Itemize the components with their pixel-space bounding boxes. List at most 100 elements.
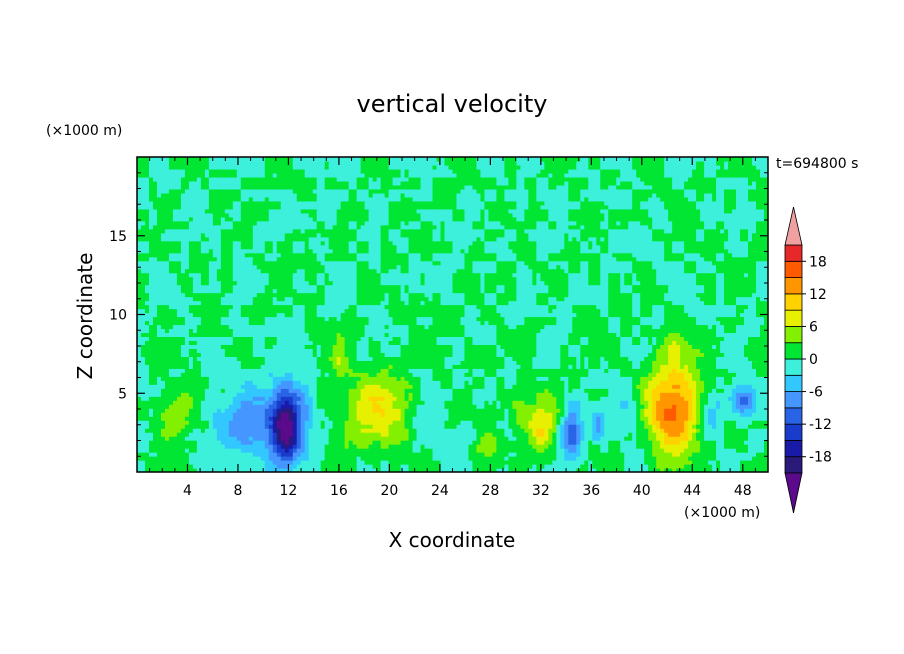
field-cell [208, 164, 214, 170]
field-cell [260, 328, 266, 334]
field-cell [164, 176, 170, 182]
field-cell [376, 344, 382, 349]
field-cell [244, 296, 250, 302]
field-cell [324, 308, 330, 314]
field-cell [316, 432, 322, 437]
field-cell [204, 236, 210, 242]
field-cell [236, 400, 242, 405]
field-cell [180, 332, 186, 338]
field-cell [308, 396, 314, 401]
field-cell [232, 244, 238, 250]
field-cell [336, 356, 342, 361]
field-cell [180, 400, 186, 405]
field-cell [264, 220, 270, 226]
field-cell [296, 276, 302, 282]
field-cell [160, 160, 166, 166]
field-cell [152, 344, 158, 349]
field-cell [256, 232, 262, 238]
field-cell [344, 392, 350, 397]
field-cell [140, 412, 146, 417]
field-cell [184, 380, 190, 385]
field-cell [304, 364, 310, 369]
field-cell [296, 340, 302, 346]
field-cell [384, 196, 390, 202]
field-cell [164, 444, 170, 449]
field-cell [232, 264, 238, 270]
field-cell [264, 392, 270, 397]
field-cell [184, 272, 190, 278]
field-cell [232, 368, 238, 373]
field-cell [328, 268, 334, 274]
field-cell [372, 332, 378, 338]
field-cell [152, 180, 158, 186]
field-cell [236, 356, 242, 361]
field-cell [264, 320, 270, 326]
field-cell [260, 316, 266, 322]
field-cell [212, 164, 218, 170]
field-cell [256, 400, 262, 405]
field-cell [272, 396, 278, 401]
field-cell [256, 416, 262, 421]
field-cell [216, 272, 222, 278]
field-cell [268, 192, 274, 198]
field-cell [137, 436, 142, 441]
field-cell [280, 272, 286, 278]
field-cell [380, 308, 386, 314]
field-cell [164, 256, 170, 262]
field-cell [180, 312, 186, 318]
field-cell [284, 360, 290, 365]
field-cell [380, 336, 386, 342]
field-cell [312, 324, 318, 330]
field-cell [160, 344, 166, 349]
field-cell [160, 408, 166, 413]
field-cell [140, 280, 146, 286]
field-cell [344, 332, 350, 338]
field-cell [320, 420, 326, 425]
field-cell [224, 320, 230, 326]
field-cell [360, 368, 366, 373]
field-cell [300, 256, 306, 262]
field-cell [188, 396, 194, 401]
field-cell [188, 392, 194, 397]
field-cell [176, 284, 182, 290]
field-cell [380, 248, 386, 254]
field-cell [176, 388, 182, 393]
field-cell [360, 388, 366, 393]
field-cell [180, 236, 186, 242]
field-cell [164, 236, 170, 242]
field-cell [137, 172, 142, 178]
field-cell [196, 164, 202, 170]
field-cell [256, 412, 262, 417]
field-cell [137, 160, 142, 166]
field-cell [208, 408, 214, 413]
field-cell [256, 276, 262, 282]
field-cell [192, 432, 198, 437]
field-cell [224, 208, 230, 214]
field-cell [372, 448, 378, 453]
field-cell [192, 288, 198, 294]
field-cell [352, 444, 358, 449]
field-cell [296, 212, 302, 218]
field-cell [376, 372, 382, 377]
field-cell [248, 384, 254, 389]
field-cell [308, 248, 314, 254]
field-cell [164, 432, 170, 437]
field-cell [324, 160, 330, 166]
field-cell [312, 260, 318, 266]
field-cell [356, 384, 362, 389]
field-cell [224, 340, 230, 346]
field-cell [228, 364, 234, 369]
field-cell [208, 424, 214, 429]
field-cell [340, 196, 346, 202]
field-cell [328, 340, 334, 346]
field-cell [148, 376, 154, 381]
field-cell [216, 188, 222, 194]
field-cell [388, 448, 394, 453]
field-cell [204, 300, 210, 306]
field-cell [320, 380, 326, 385]
field-cell [268, 376, 274, 381]
field-cell [140, 344, 146, 349]
field-cell [156, 320, 162, 326]
field-cell [376, 456, 382, 461]
field-cell [332, 456, 338, 461]
